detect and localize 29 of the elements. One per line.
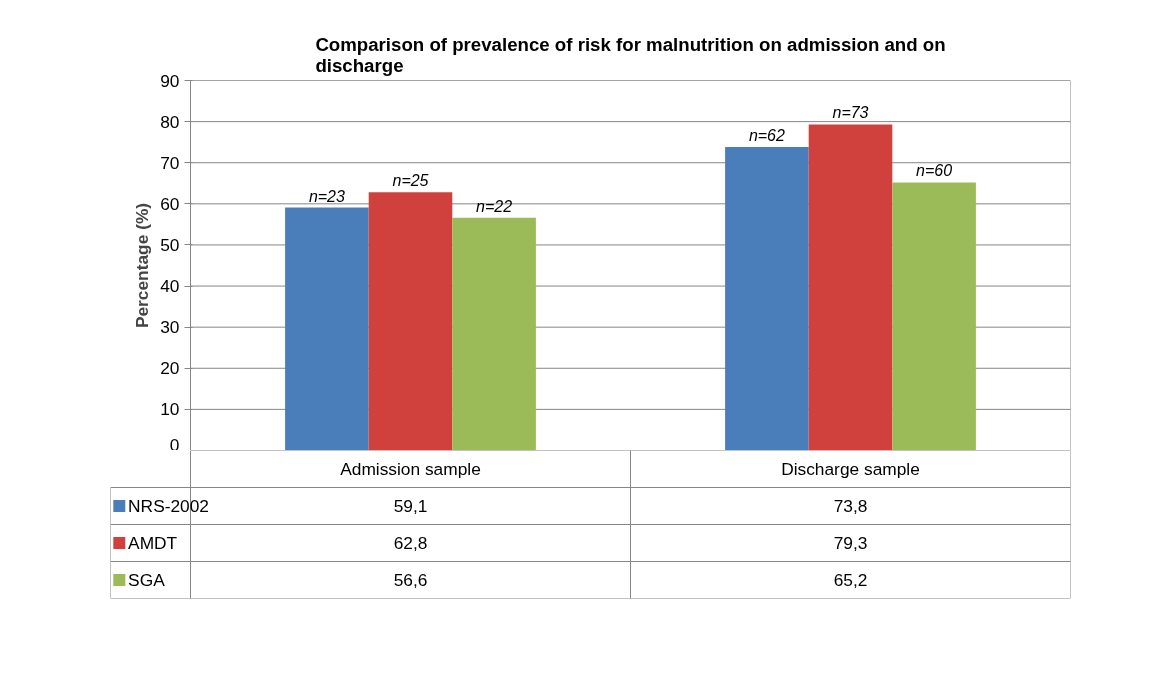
y-tick-label: 60: [160, 193, 180, 214]
x-tick-label: Admission sample: [340, 459, 481, 479]
y-tick-label: 50: [160, 234, 180, 255]
y-axis-title: Percentage (%): [132, 202, 153, 329]
annotation: n=22: [476, 197, 513, 215]
x-tick-label: Discharge sample: [781, 459, 920, 479]
data-label: 56,6: [393, 570, 428, 590]
y-tick-label: 20: [160, 358, 180, 379]
y-tick-label: 30: [160, 317, 180, 338]
y-tick-label: 10: [160, 399, 180, 420]
data-label: 59,1: [393, 496, 428, 516]
y-tick-label: 70: [160, 152, 180, 173]
y-tick-label: 0: [169, 434, 180, 455]
data-label: 62,8: [393, 533, 428, 553]
data-label: 65,2: [833, 570, 868, 590]
legend-label: AMDT: [128, 533, 178, 553]
annotation: n=23: [308, 187, 346, 205]
data-label: 73,8: [833, 496, 868, 516]
annotation: n=73: [832, 104, 869, 122]
legend-label: SGA: [128, 570, 166, 590]
annotation: n=60: [916, 162, 953, 180]
data-label: 79,3: [833, 533, 868, 553]
y-tick-label: 40: [160, 276, 180, 297]
y-tick-label: 90: [160, 70, 180, 91]
chart-title: Comparison of prevalence of risk for malnutrition on admission and on discharge: [315, 33, 946, 76]
legend-label: NRS-2002: [128, 496, 210, 516]
y-tick-label: 80: [160, 111, 180, 132]
annotation: n=25: [392, 172, 429, 190]
annotation: n=62: [748, 127, 786, 145]
